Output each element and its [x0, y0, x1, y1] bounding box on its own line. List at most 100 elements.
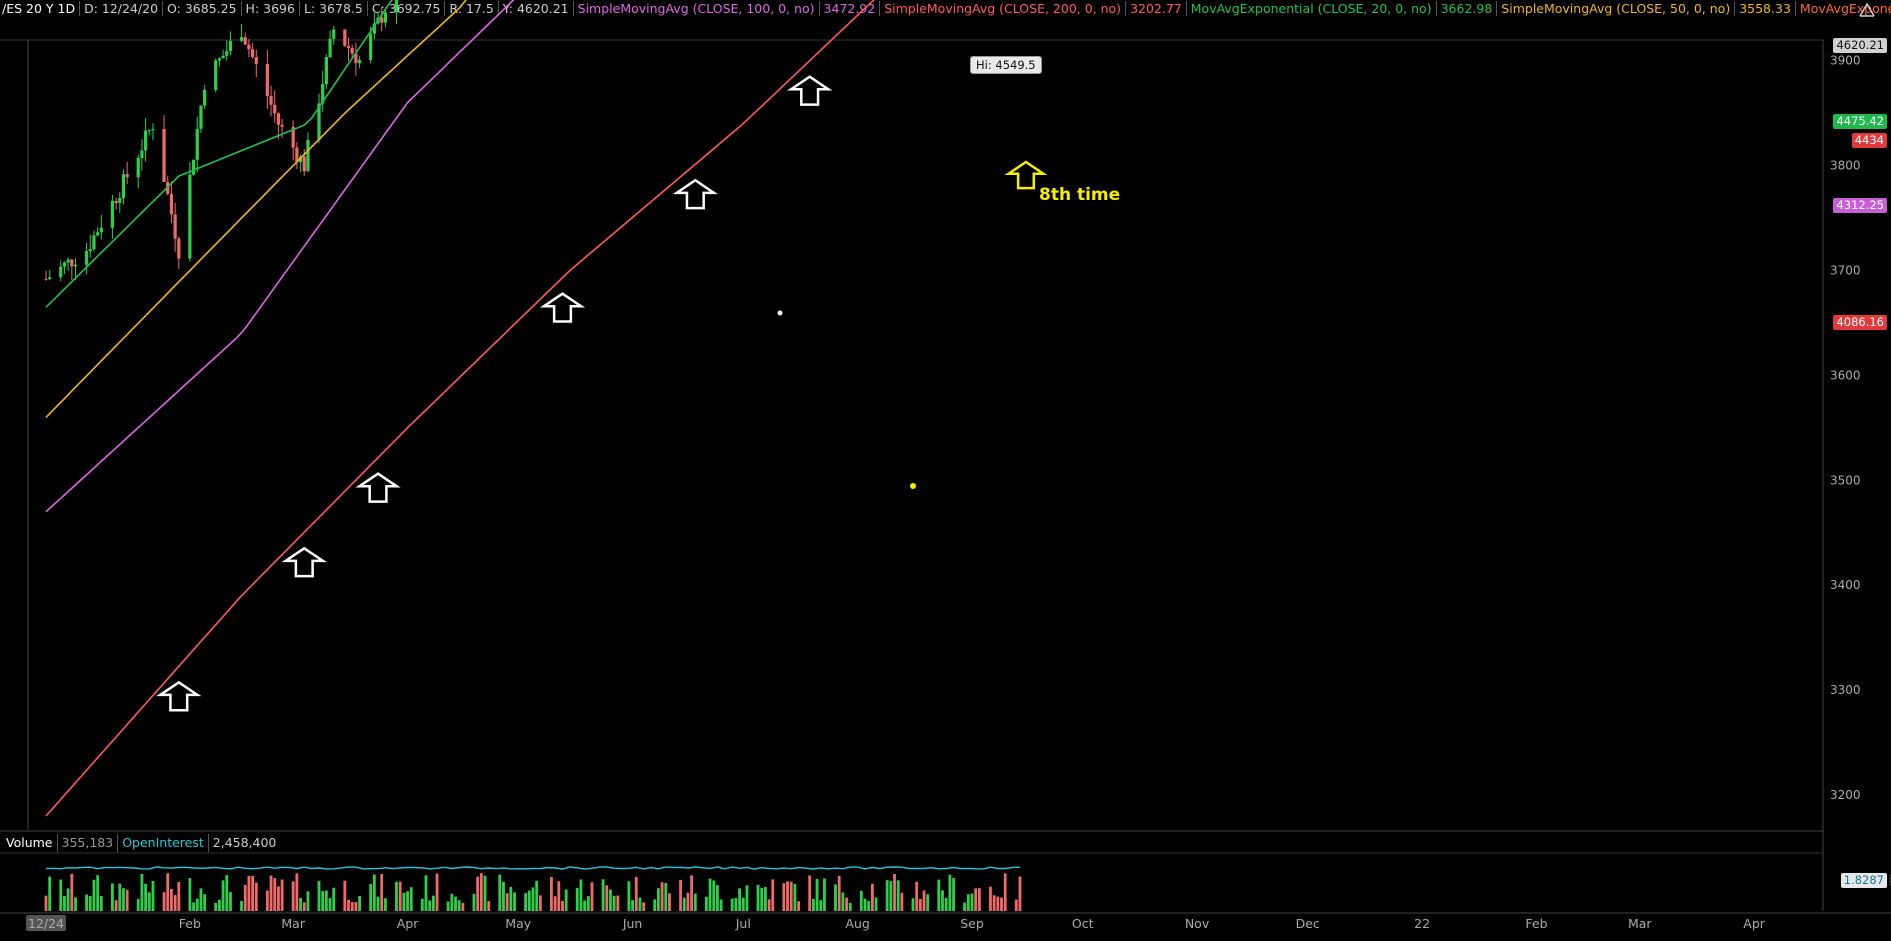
volume-bar [166, 873, 170, 911]
volume-label[interactable]: Volume [2, 834, 58, 852]
volume-bar [1014, 899, 1018, 911]
open-label: O: 3685.25 [163, 1, 242, 16]
volume-bar [693, 893, 697, 911]
marker-dot [910, 483, 916, 489]
price-box-ema20: 4475.42 [1833, 114, 1887, 129]
volume-bar [900, 892, 904, 911]
volume-bar [564, 889, 568, 911]
volume-bar [280, 879, 284, 911]
volume-bar [974, 888, 978, 911]
candle-body [295, 147, 299, 163]
volume-bar [716, 885, 719, 911]
volume-bar [254, 882, 258, 911]
candle-body [321, 84, 325, 104]
study-ema20-label[interactable]: MovAvgExponential (CLOSE, 20, 0, no) [1187, 1, 1437, 16]
candle-body [357, 60, 362, 64]
candle-body [48, 277, 52, 280]
candle-body [394, 0, 399, 13]
volume-bar [634, 876, 638, 911]
volume-bar [402, 892, 406, 911]
volume-bar [642, 902, 646, 911]
volume-bar [760, 887, 764, 911]
volume-bar [409, 887, 413, 911]
cursor-tool-icon[interactable] [1857, 0, 1877, 18]
study-sma100-label[interactable]: SimpleMovingAvg (CLOSE, 100, 0, no) [574, 1, 820, 16]
candle-body [99, 227, 103, 233]
candle-body [73, 264, 78, 267]
volume-bar [708, 878, 712, 911]
volume-bar [372, 874, 376, 911]
volume-bar [764, 887, 767, 911]
volume-value: 355,183 [58, 834, 119, 852]
support-arrow-icon [672, 178, 718, 210]
volume-bar [797, 901, 801, 911]
y-tick-label: 3200 [1830, 788, 1861, 802]
volume-bar [513, 892, 516, 911]
volume-bar [911, 898, 915, 911]
volume-bar [217, 899, 221, 911]
volume-bar [612, 895, 616, 911]
candle-body [173, 214, 177, 239]
volume-bar [221, 880, 225, 911]
volume-bar [841, 892, 845, 911]
y-tick-label: 3500 [1830, 473, 1861, 487]
oi-label[interactable]: OpenInterest [118, 834, 209, 852]
volume-bar [295, 873, 299, 911]
volume-bar [483, 875, 487, 911]
volume-bar [870, 883, 874, 911]
volume-bar [229, 892, 232, 911]
volume-bar [243, 884, 247, 911]
candle-body [70, 259, 74, 267]
volume-bar [823, 878, 826, 911]
volume-bar [265, 890, 269, 911]
x-tick-label: Feb [179, 916, 201, 931]
volume-bar [122, 888, 125, 911]
volume-bar [247, 875, 251, 911]
volume-bar [324, 890, 328, 911]
ma-line-0 [45, 0, 515, 513]
study-sma200-label[interactable]: SimpleMovingAvg (CLOSE, 200, 0, no) [880, 1, 1127, 16]
volume-bar [343, 880, 347, 911]
volume-bar [657, 888, 660, 911]
volume-bar [1003, 873, 1007, 911]
volume-bar [601, 879, 605, 911]
study-sma50-label[interactable]: SimpleMovingAvg (CLOSE, 50, 0, no) [1497, 1, 1736, 16]
open-interest-line [46, 866, 1021, 870]
candle-body [221, 55, 225, 59]
volume-bar [509, 887, 513, 911]
volume-bar [328, 898, 332, 911]
volume-bar [686, 892, 690, 911]
volume-bar [992, 895, 996, 911]
volume-bar [885, 880, 889, 911]
volume-bar [553, 896, 557, 911]
volume-bar [420, 898, 424, 911]
volume-bar [668, 893, 671, 911]
candle-body [276, 113, 281, 125]
volume-bar [114, 900, 118, 911]
candle-body [84, 251, 89, 265]
annotation-8th-time: 8th time [1039, 185, 1121, 205]
candle-body [88, 249, 92, 252]
candle-body [59, 266, 63, 278]
study-sma200-value: 3202.77 [1126, 1, 1187, 16]
volume-bar [502, 881, 505, 911]
y-tick-label: 3900 [1830, 54, 1861, 68]
x-tick-label: Oct [1072, 916, 1094, 931]
symbol-label[interactable]: /ES 20 Y 1D [0, 1, 81, 16]
volume-bar [583, 900, 587, 911]
volume-bar [85, 894, 88, 911]
high-label: H: 3696 [242, 1, 300, 16]
candle-body [317, 103, 321, 140]
volume-bar [472, 893, 476, 911]
candle-body [324, 57, 328, 85]
volume-bar [431, 895, 435, 911]
ma-line-1 [45, 0, 875, 817]
candle-body [225, 51, 229, 56]
volume-bar [302, 902, 306, 911]
volume-bar [944, 897, 948, 911]
x-tick-label: Dec [1296, 916, 1320, 931]
volume-bar [531, 887, 535, 911]
volume-bar [384, 898, 387, 911]
volume-bar [306, 891, 310, 911]
